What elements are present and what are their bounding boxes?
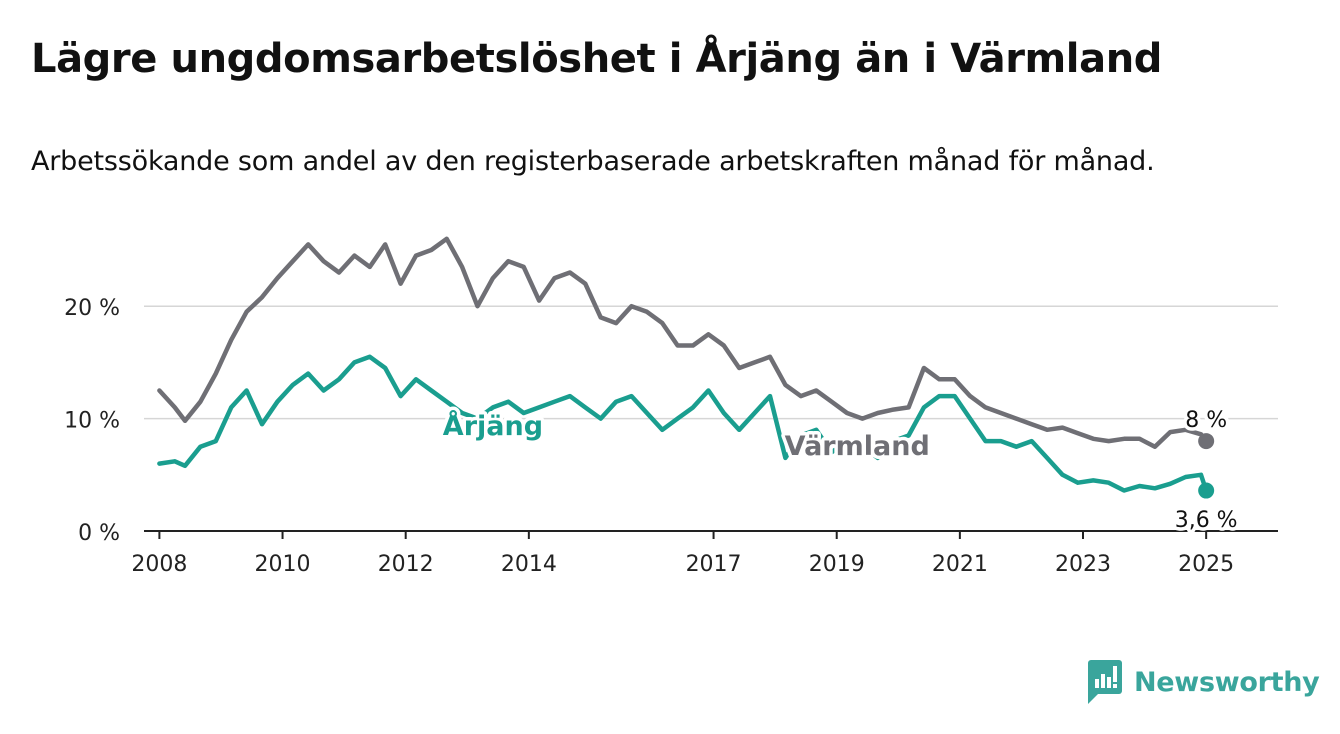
end-label-varmland: 8 %	[1185, 408, 1227, 433]
chart-subtitle: Arbetssökande som andel av den registerb…	[31, 146, 1155, 177]
y-tick-label: 10 %	[64, 409, 120, 434]
newsworthy-logo: Newsworthy	[1088, 660, 1320, 704]
end-label-varmland-halo: 8 %	[1185, 408, 1227, 433]
bar-chart-badge-icon	[1088, 660, 1122, 704]
series-lines	[157, 236, 1215, 499]
brand-name: Newsworthy	[1134, 666, 1320, 698]
series-label-varmland-halo: Värmland	[785, 431, 930, 462]
axes: 0 % 10 % 20 % 2008 2010 2012 2014 2017 2019 2021 2…	[64, 296, 1278, 577]
x-tick-label: 2021	[932, 552, 988, 577]
end-label-arjang-halo: 3,6 %	[1175, 508, 1238, 533]
x-tick-label: 2017	[686, 552, 742, 577]
end-point-varmland	[1198, 433, 1215, 450]
series-label-varmland: Värmland	[785, 431, 930, 462]
grid-lines	[144, 305, 1278, 420]
x-tick-label: 2010	[255, 552, 311, 577]
series-label-arjang-halo: Årjäng	[443, 410, 543, 442]
x-tick-label: 2008	[131, 552, 187, 577]
x-tick-label: 2019	[809, 552, 865, 577]
end-label-arjang: 3,6 %	[1175, 508, 1238, 533]
series-line-arjang	[157, 354, 1209, 493]
chart-title: Lägre ungdomsarbetslöshet i Årjäng än i …	[31, 36, 1163, 82]
y-tick-label: 0 %	[78, 521, 120, 546]
x-tick-label: 2012	[378, 552, 434, 577]
x-tick-label: 2014	[501, 552, 557, 577]
end-point-arjang	[1198, 482, 1215, 499]
x-tick-label: 2023	[1055, 552, 1111, 577]
series-line-varmland	[157, 236, 1209, 449]
y-tick-label: 20 %	[64, 296, 120, 321]
x-tick-label: 2025	[1178, 552, 1234, 577]
series-label-arjang: Årjäng	[443, 410, 543, 442]
